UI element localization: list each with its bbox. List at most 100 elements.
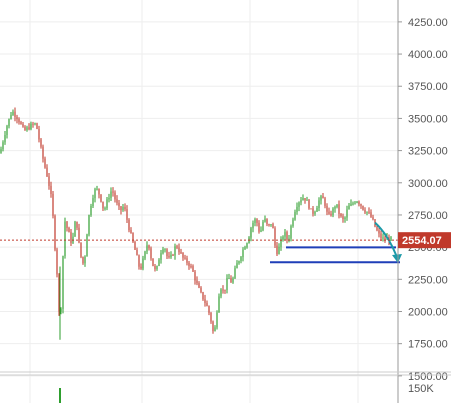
y-tick-label: 3250.00 — [408, 146, 448, 158]
candle-up — [348, 205, 350, 210]
candle-up — [244, 247, 246, 250]
candle-up — [26, 127, 28, 131]
candle-down — [192, 266, 194, 272]
candle-down — [256, 219, 258, 223]
candle-up — [170, 254, 172, 258]
y-tick-label: 4000.00 — [408, 49, 448, 61]
y-tick-label: 2250.00 — [408, 274, 448, 286]
candle-down — [42, 146, 44, 159]
candle-down — [168, 256, 170, 258]
candle-down — [56, 249, 58, 275]
candle-down — [100, 194, 102, 202]
volume-axis-label: 150K — [408, 383, 434, 395]
candle-up — [350, 203, 352, 206]
candle-down — [38, 128, 40, 140]
candle-down — [276, 245, 278, 255]
candle-down — [176, 246, 178, 248]
candle-down — [32, 123, 34, 125]
candle-up — [122, 206, 124, 211]
candle-down — [338, 204, 340, 214]
candle-down — [152, 258, 154, 267]
candle-up — [216, 312, 218, 328]
candle-down — [268, 224, 270, 226]
candle-down — [82, 256, 84, 264]
candle-up — [108, 197, 110, 200]
candle-down — [198, 283, 200, 288]
candle-down — [112, 191, 114, 193]
candle-up — [314, 211, 316, 214]
candle-up — [352, 203, 354, 205]
candle-up — [4, 134, 6, 143]
candle-down — [224, 289, 226, 291]
candle-up — [246, 243, 248, 248]
candle-down — [22, 123, 24, 127]
arrow-head — [392, 254, 402, 264]
candle-up — [346, 209, 348, 218]
candle-down — [310, 208, 312, 210]
candle-down — [186, 258, 188, 263]
candle-up — [238, 260, 240, 264]
candle-down — [208, 306, 210, 313]
candle-down — [188, 262, 190, 267]
y-tick-label: 3750.00 — [408, 81, 448, 93]
candle-down — [54, 215, 56, 250]
current-price-label: 2554.07 — [402, 235, 442, 247]
candle-down — [114, 192, 116, 200]
candle-up — [104, 208, 106, 210]
candle-down — [312, 208, 314, 214]
candle-down — [342, 216, 344, 220]
candle-down — [50, 185, 52, 194]
candle-down — [182, 252, 184, 258]
candle-up — [62, 256, 64, 309]
candle-down — [258, 222, 260, 232]
candle-up — [96, 188, 98, 190]
y-tick-label: 4250.00 — [408, 17, 448, 29]
candle-down — [180, 252, 182, 254]
candle-down — [202, 292, 204, 300]
candle-up — [12, 111, 14, 116]
candle-down — [150, 248, 152, 259]
candle-down — [78, 227, 80, 243]
candle-down — [184, 257, 186, 259]
candle-down — [190, 266, 192, 268]
candle-up — [86, 234, 88, 257]
candle-up — [284, 232, 286, 237]
candle-up — [156, 265, 158, 270]
candle-up — [306, 199, 308, 201]
current-price-tag — [398, 232, 451, 249]
y-axis: 4250.00 4000.00 3750.00 3500.00 3250.00 3000.… — [397, 0, 451, 403]
candle-down — [68, 227, 70, 233]
candle-down — [308, 199, 310, 209]
candle-down — [322, 196, 324, 199]
candle-up — [262, 221, 264, 231]
candle-down — [66, 221, 68, 228]
candle-up — [234, 268, 236, 279]
candle-down — [24, 126, 26, 131]
candle-up — [260, 230, 262, 232]
candle-down — [136, 249, 138, 256]
candle-up — [226, 278, 228, 291]
overlay-layer — [0, 221, 402, 264]
candle-down — [118, 202, 120, 207]
candle-up — [278, 246, 280, 255]
candle-up — [142, 258, 144, 269]
candle-up — [158, 259, 160, 266]
candle-up — [10, 115, 12, 119]
candle-down — [52, 193, 54, 216]
candle-down — [362, 205, 364, 210]
candle-down — [380, 233, 382, 239]
y-tick-label: 3500.00 — [408, 113, 448, 125]
candle-up — [74, 221, 76, 237]
candle-down — [20, 122, 22, 124]
candle-up — [94, 189, 96, 199]
y-tick-label: 1750.00 — [408, 339, 448, 351]
candle-down — [328, 211, 330, 214]
candle-up — [146, 245, 148, 252]
candle-up — [236, 263, 238, 269]
candle-up — [282, 236, 284, 240]
candle-up — [110, 191, 112, 198]
candle-up — [84, 256, 86, 264]
candle-up — [366, 211, 368, 213]
candle-up — [270, 224, 272, 226]
